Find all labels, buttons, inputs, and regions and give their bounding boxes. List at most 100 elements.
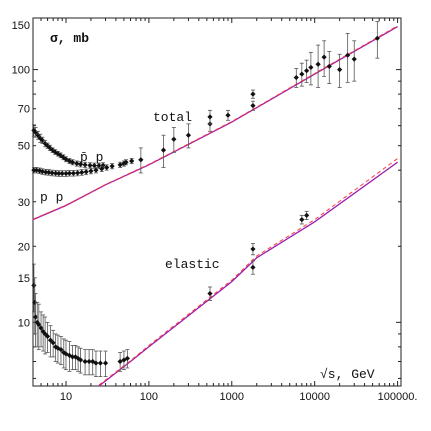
data-point: [87, 162, 93, 168]
fit-line: [32, 25, 398, 220]
data-point: [39, 137, 46, 143]
data-point: [315, 61, 321, 67]
data-point: [299, 216, 305, 223]
data-point: [49, 170, 55, 176]
data-point: [250, 264, 256, 270]
data-point: [293, 74, 299, 81]
tick-labels: 10 100 1000 10000 100000. 10 15 20 30 50 70 100 150: [12, 20, 418, 403]
y-tick-label: 30: [18, 197, 30, 209]
data-point: [93, 167, 99, 173]
data-point: [75, 355, 81, 362]
data-point: [123, 159, 129, 165]
y-axis-label: σ, mb: [50, 31, 89, 46]
data-point: [250, 246, 256, 252]
x-tick-label: 100000.: [378, 391, 418, 403]
data-point: [31, 282, 37, 289]
data-point: [44, 333, 51, 339]
data-point: [61, 349, 67, 356]
data-point: [321, 54, 327, 60]
y-tick-label: 70: [18, 104, 30, 116]
axis-ticks: [32, 18, 401, 386]
data-point: [74, 170, 81, 176]
x-tick-label: 10: [60, 391, 72, 403]
data-point: [102, 360, 109, 366]
data-point: [351, 56, 357, 62]
data-point: [207, 290, 213, 297]
data-point: [43, 169, 49, 175]
y-tick-label: 150: [12, 20, 30, 32]
data-point: [77, 357, 84, 363]
x-axis-label: √s, GeV: [320, 367, 375, 382]
data-point: [63, 170, 69, 177]
data-point: [69, 354, 76, 360]
data-point: [77, 161, 84, 167]
data-point: [185, 132, 192, 138]
data-point: [47, 337, 54, 343]
data-point: [225, 112, 231, 118]
fit-line: [98, 158, 398, 386]
annotation-elastic: elastic: [165, 257, 220, 272]
data-point: [308, 64, 314, 71]
data-point: [50, 147, 56, 153]
data-point: [124, 355, 130, 362]
annotation-pbar-p: p̄ p: [80, 150, 103, 165]
fit-line: [32, 26, 398, 221]
data-point: [79, 169, 85, 175]
data-point: [46, 169, 52, 175]
plot-frame: [32, 17, 402, 387]
data-point: [56, 170, 62, 177]
data-point: [207, 114, 213, 120]
data-point: [50, 340, 56, 346]
data-point: [304, 68, 310, 74]
data-point: [36, 321, 42, 328]
y-tick-label: 15: [18, 273, 30, 285]
data-point: [53, 170, 59, 176]
data-point: [171, 136, 177, 142]
data-point: [60, 154, 66, 160]
data-point: [91, 163, 97, 169]
data-point: [88, 168, 94, 174]
data-point: [345, 52, 351, 58]
data-point: [33, 129, 39, 135]
data-point: [32, 299, 38, 305]
data-point: [97, 360, 103, 366]
annotation-pp: p p: [40, 190, 63, 205]
data-point: [70, 170, 77, 176]
data-point: [104, 164, 110, 171]
data-point: [109, 163, 115, 169]
data-point: [374, 35, 380, 41]
annotation-total: total: [153, 110, 192, 125]
y-tick-label: 100: [12, 65, 30, 77]
data-points: [31, 21, 380, 378]
data-point: [326, 63, 332, 69]
data-point: [250, 91, 256, 97]
data-point: [66, 170, 73, 176]
data-point: [57, 152, 64, 158]
data-point: [96, 163, 102, 169]
data-point: [304, 212, 310, 218]
fit-lines: [32, 25, 398, 387]
data-point: [250, 103, 256, 109]
data-point: [55, 345, 61, 351]
x-tick-label: 100: [140, 391, 158, 403]
data-point: [299, 71, 305, 77]
data-point: [138, 157, 144, 163]
data-point: [74, 160, 80, 167]
data-point: [33, 167, 40, 173]
data-point: [86, 358, 92, 365]
y-tick-label: 10: [18, 317, 30, 329]
data-point: [59, 170, 65, 177]
data-point: [69, 159, 76, 165]
data-point: [129, 158, 135, 164]
x-tick-label: 1000: [220, 391, 244, 403]
data-point: [42, 331, 48, 337]
data-point: [117, 358, 123, 365]
data-point: [337, 66, 343, 73]
y-tick-label: 20: [18, 241, 30, 253]
data-point: [38, 325, 44, 331]
data-point: [39, 168, 46, 175]
data-point: [83, 169, 89, 175]
data-point: [160, 147, 167, 153]
data-point: [93, 360, 99, 366]
